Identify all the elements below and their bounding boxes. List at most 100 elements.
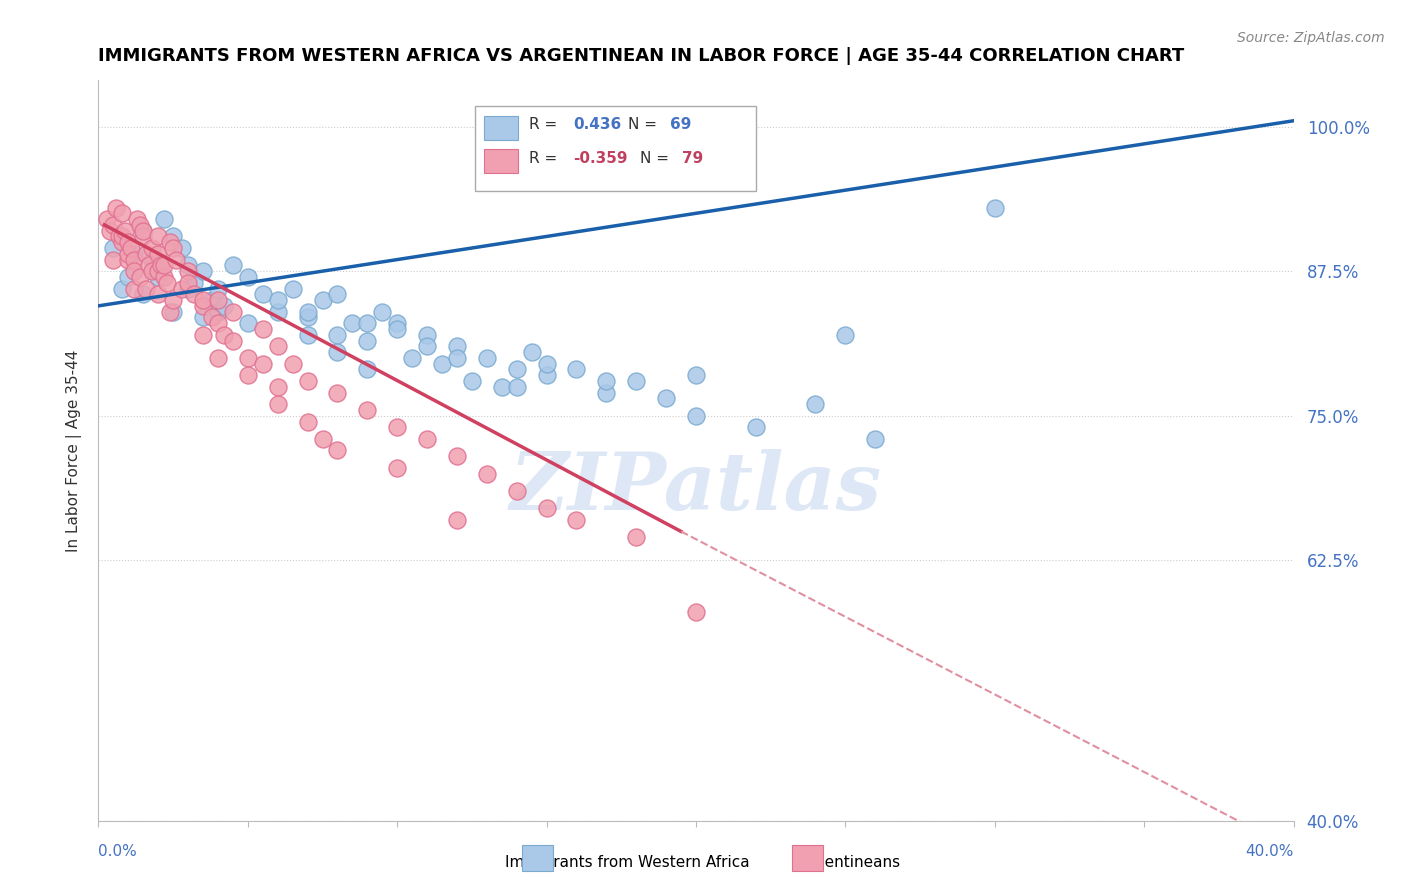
Point [236,269,259,284]
Point [141,252,163,267]
Point [183,276,205,290]
Point [326,327,349,342]
Point [326,443,349,458]
Point [222,304,245,318]
Point [177,259,200,273]
Point [127,212,149,227]
Point [129,218,152,232]
Point [150,259,173,273]
Point [124,252,146,267]
FancyBboxPatch shape [485,149,517,173]
Point [108,229,131,244]
Text: R =: R = [529,117,562,132]
Point [148,229,170,244]
Point [117,247,139,261]
Point [536,368,558,383]
Point [132,224,155,238]
Point [124,247,146,261]
Point [207,351,229,365]
Point [236,351,259,365]
Point [159,235,181,250]
Point [326,385,349,400]
Point [267,304,290,318]
Point [595,385,617,400]
Point [356,316,378,330]
Point [252,287,274,301]
Point [685,606,707,620]
Point [565,513,588,527]
Point [114,224,136,238]
Point [191,264,214,278]
Point [297,310,319,325]
Text: R =: R = [529,151,562,166]
Text: 79: 79 [682,151,703,166]
Point [281,281,304,295]
Point [326,345,349,359]
Text: 0.0%: 0.0% [98,844,138,859]
Point [297,374,319,388]
Point [148,264,170,278]
Point [191,327,214,342]
Point [506,483,529,498]
Point [191,293,214,307]
Point [103,241,125,255]
Point [117,269,139,284]
Point [148,259,170,273]
Point [212,299,235,313]
Point [506,362,529,376]
Point [165,252,187,267]
Point [138,259,160,273]
Point [103,218,125,232]
Point [162,229,184,244]
Point [565,362,588,376]
Point [655,392,678,406]
Point [191,310,214,325]
Point [132,224,155,238]
Point [236,316,259,330]
Point [212,327,235,342]
Point [416,339,439,353]
Point [172,241,194,255]
Point [745,420,768,434]
Point [96,212,118,227]
Text: -0.359: -0.359 [572,151,627,166]
Point [430,357,453,371]
Point [111,229,134,244]
Point [536,501,558,516]
Text: 0.436: 0.436 [572,117,621,132]
Point [385,322,409,336]
Point [207,293,229,307]
Point [201,293,224,307]
FancyBboxPatch shape [475,106,756,191]
Point [177,264,200,278]
Point [153,259,176,273]
Point [297,415,319,429]
Point [626,374,648,388]
Point [236,368,259,383]
Text: N =: N = [640,151,673,166]
Point [446,339,468,353]
Point [267,380,290,394]
Point [371,304,394,318]
Point [491,380,513,394]
Point [183,287,205,301]
Point [135,281,157,295]
Point [326,287,349,301]
Point [162,304,184,318]
Point [207,304,229,318]
Point [356,362,378,376]
Point [984,201,1007,215]
Point [446,351,468,365]
Point [191,299,214,313]
Point [536,357,558,371]
Point [207,281,229,295]
Point [834,327,856,342]
Text: ZIPatlas: ZIPatlas [510,449,882,526]
Point [207,316,229,330]
Point [111,281,134,295]
Point [148,247,170,261]
Point [595,374,617,388]
Point [153,212,176,227]
Point [461,374,484,388]
Point [162,293,184,307]
